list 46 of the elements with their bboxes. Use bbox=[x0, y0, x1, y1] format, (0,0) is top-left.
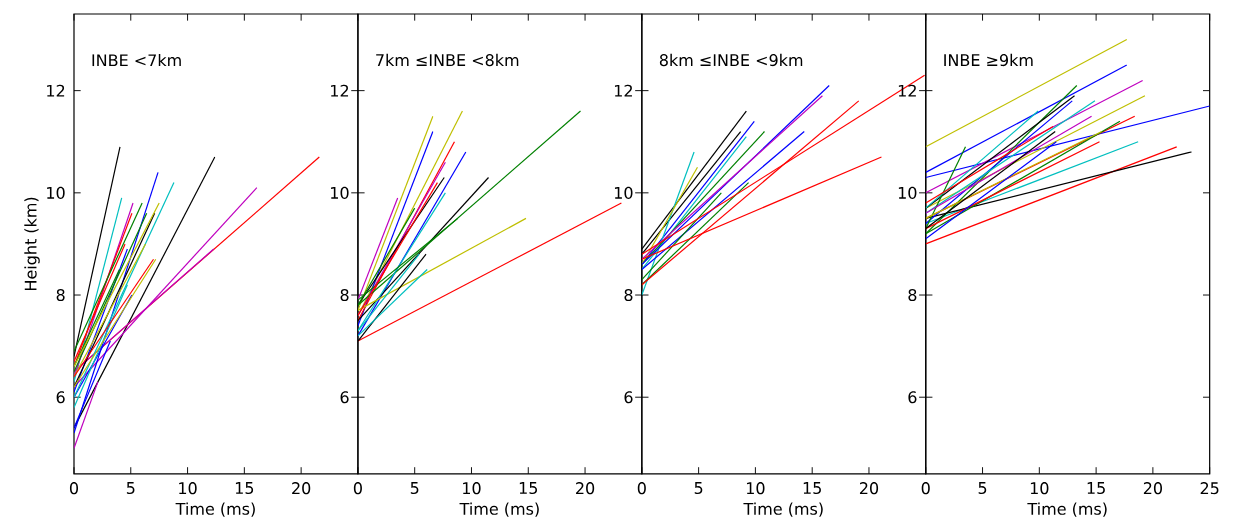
x-tick-label: 0 bbox=[921, 482, 930, 495]
y-tick-label: 12 bbox=[331, 84, 349, 97]
x-tick-label: 20 bbox=[1143, 482, 1162, 495]
y-tick-label: 6 bbox=[56, 391, 65, 404]
x-tick-label: 20 bbox=[292, 482, 311, 495]
x-tick-label: 5 bbox=[410, 482, 419, 494]
x-tick-label: 10 bbox=[1030, 482, 1049, 495]
y-tick-label: 10 bbox=[614, 186, 633, 199]
x-tick-label: 15 bbox=[1087, 482, 1105, 494]
y-tick-label: 10 bbox=[331, 186, 349, 199]
x-tick-label: 10 bbox=[746, 482, 765, 495]
y-tick-label: 6 bbox=[624, 391, 633, 404]
x-tick-label: 0 bbox=[69, 482, 79, 495]
x-axis-title: Time (ms) bbox=[459, 502, 539, 517]
annotation: INBE ≥9km bbox=[944, 53, 1033, 67]
x-tick-label: 0 bbox=[353, 482, 362, 495]
annotation: 7km ≤INBE <8km bbox=[376, 53, 519, 67]
x-tick-label: 5 bbox=[978, 482, 987, 494]
x-tick-label: 15 bbox=[519, 482, 538, 494]
annotation: INBE <7km bbox=[92, 53, 181, 67]
annotation: 8km ≤INBE <9km bbox=[659, 53, 803, 67]
y-tick-label: 8 bbox=[340, 288, 349, 302]
x-tick-label: 10 bbox=[179, 482, 197, 495]
y-tick-label: 10 bbox=[47, 186, 65, 199]
y-tick-label: 10 bbox=[898, 186, 917, 199]
x-axis-title: Time (ms) bbox=[743, 502, 823, 517]
y-tick-label: 8 bbox=[56, 288, 65, 302]
x-tick-label: 25 bbox=[1200, 482, 1219, 495]
x-tick-label: 0 bbox=[637, 482, 646, 495]
x-tick-label: 5 bbox=[126, 482, 135, 494]
y-axis-title: Height (km) bbox=[24, 197, 40, 290]
x-tick-label: 20 bbox=[576, 482, 595, 495]
x-tick-label: 5 bbox=[694, 482, 703, 494]
y-tick-label: 8 bbox=[624, 288, 633, 302]
x-tick-label: 15 bbox=[803, 482, 821, 494]
x-tick-label: 10 bbox=[463, 482, 481, 495]
y-tick-label: 12 bbox=[898, 84, 916, 97]
y-tick-label: 12 bbox=[614, 84, 632, 97]
y-tick-label: 6 bbox=[340, 391, 349, 404]
y-tick-label: 8 bbox=[908, 288, 917, 302]
x-axis-title: Time (ms) bbox=[1027, 502, 1107, 517]
x-axis-title: Time (ms) bbox=[175, 502, 255, 517]
x-tick-label: 15 bbox=[235, 482, 254, 494]
y-tick-label: 12 bbox=[47, 84, 65, 97]
x-tick-label: 20 bbox=[859, 482, 879, 495]
y-tick-label: 6 bbox=[908, 391, 917, 404]
